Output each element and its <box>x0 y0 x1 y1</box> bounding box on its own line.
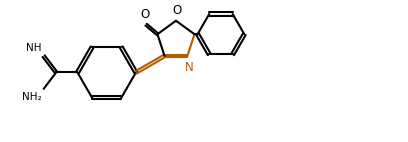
Text: O: O <box>172 4 182 17</box>
Text: NH₂: NH₂ <box>22 92 41 102</box>
Text: O: O <box>140 8 149 21</box>
Text: NH: NH <box>26 43 41 53</box>
Text: N: N <box>184 61 193 74</box>
